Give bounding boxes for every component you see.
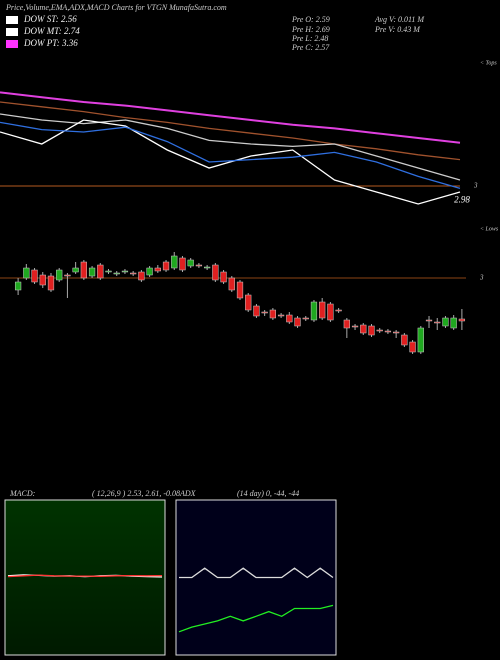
candle-body bbox=[417, 327, 424, 353]
candle-body bbox=[286, 314, 293, 323]
candle-body bbox=[146, 267, 153, 276]
stat-label: Pre L: 2.48 bbox=[291, 34, 328, 43]
stat-label: Pre C: 2.57 bbox=[291, 43, 330, 52]
candle-body bbox=[458, 318, 466, 322]
candle-body bbox=[360, 324, 367, 334]
series-line bbox=[7, 574, 163, 578]
panel-title: MACD: bbox=[9, 489, 36, 498]
candle-body bbox=[368, 325, 375, 336]
candle-body bbox=[88, 267, 96, 277]
candle-body bbox=[64, 274, 71, 277]
candle-body bbox=[343, 319, 350, 329]
candle-body bbox=[409, 341, 416, 353]
candle-body bbox=[277, 314, 285, 317]
series-line bbox=[178, 604, 334, 633]
candle-body bbox=[220, 271, 227, 283]
candle-body bbox=[23, 267, 30, 279]
stat-label: Pre O: 2.59 bbox=[291, 15, 330, 24]
series-line bbox=[0, 101, 461, 161]
legend-label: DOW ST: 2.56 bbox=[23, 14, 77, 24]
candle-body bbox=[56, 269, 63, 281]
candle-body bbox=[253, 305, 260, 317]
candle-body bbox=[450, 317, 457, 329]
legend-swatch bbox=[6, 40, 18, 48]
candle-body bbox=[401, 334, 408, 346]
candle-body bbox=[47, 275, 55, 291]
macd-panel bbox=[4, 499, 166, 656]
candle-body bbox=[294, 317, 301, 327]
candle-body bbox=[245, 294, 252, 311]
y-tick-label: 3 bbox=[473, 182, 478, 190]
candle-body bbox=[376, 329, 383, 332]
panel-subtitle: ( 12,26,9 ) 2.53, 2.61, -0.08 bbox=[92, 489, 180, 498]
candle-body bbox=[113, 272, 120, 275]
legend-label: DOW MT: 2.74 bbox=[23, 26, 80, 36]
legend-label: DOW PT: 3.36 bbox=[23, 38, 78, 48]
candle-body bbox=[212, 264, 219, 281]
side-label: < Lows bbox=[480, 226, 499, 232]
stat-label: Pre V: 0.43 M bbox=[374, 25, 421, 34]
candle-body bbox=[14, 281, 22, 291]
candle-body bbox=[393, 331, 400, 334]
candle-body bbox=[171, 255, 178, 269]
candle-body bbox=[319, 301, 326, 319]
price-label: 2.98 bbox=[454, 194, 470, 204]
candle-body bbox=[302, 317, 309, 320]
series-line bbox=[0, 119, 461, 205]
candle-body bbox=[327, 303, 334, 321]
candle-body bbox=[80, 261, 87, 279]
candle-body bbox=[187, 259, 194, 267]
candle-body bbox=[335, 309, 342, 312]
candle-body bbox=[384, 330, 392, 333]
candle-body bbox=[72, 267, 79, 273]
panel-subtitle: (14 day) 0, -44, -44 bbox=[237, 489, 299, 498]
legend-swatch bbox=[6, 16, 18, 24]
candle-body bbox=[204, 266, 211, 269]
side-label: < Tops bbox=[480, 60, 497, 66]
candle-body bbox=[442, 317, 449, 327]
series-line bbox=[0, 113, 461, 181]
candle-body bbox=[97, 264, 104, 279]
candle-body bbox=[162, 261, 170, 271]
candle-body bbox=[269, 309, 276, 319]
stat-label: Pre H: 2.69 bbox=[291, 25, 330, 34]
series-line bbox=[179, 567, 334, 579]
candle-body bbox=[434, 321, 441, 324]
candle-body bbox=[228, 277, 235, 291]
candle-body bbox=[195, 264, 203, 267]
legend-swatch bbox=[6, 28, 18, 36]
candle-body bbox=[105, 270, 112, 273]
stat-label: Avg V: 0.011 M bbox=[374, 15, 425, 24]
candle-body bbox=[31, 269, 38, 283]
candle-body bbox=[310, 301, 318, 321]
candle-body bbox=[130, 272, 137, 275]
panel-title: ADX bbox=[179, 489, 197, 498]
candle-body bbox=[154, 267, 161, 272]
y-tick-label: 3 bbox=[479, 274, 484, 282]
series-line bbox=[0, 121, 461, 190]
candle-body bbox=[179, 257, 186, 271]
candle-body bbox=[121, 270, 129, 273]
candle-body bbox=[425, 319, 433, 322]
candle-body bbox=[39, 274, 46, 286]
candle-body bbox=[261, 311, 268, 314]
candle-body bbox=[138, 271, 145, 281]
candle-body bbox=[236, 281, 244, 299]
candle-body bbox=[351, 325, 359, 328]
series-line bbox=[0, 91, 461, 144]
page-title: Price,Volume,EMA,ADX,MACD Charts for VTG… bbox=[5, 3, 227, 12]
